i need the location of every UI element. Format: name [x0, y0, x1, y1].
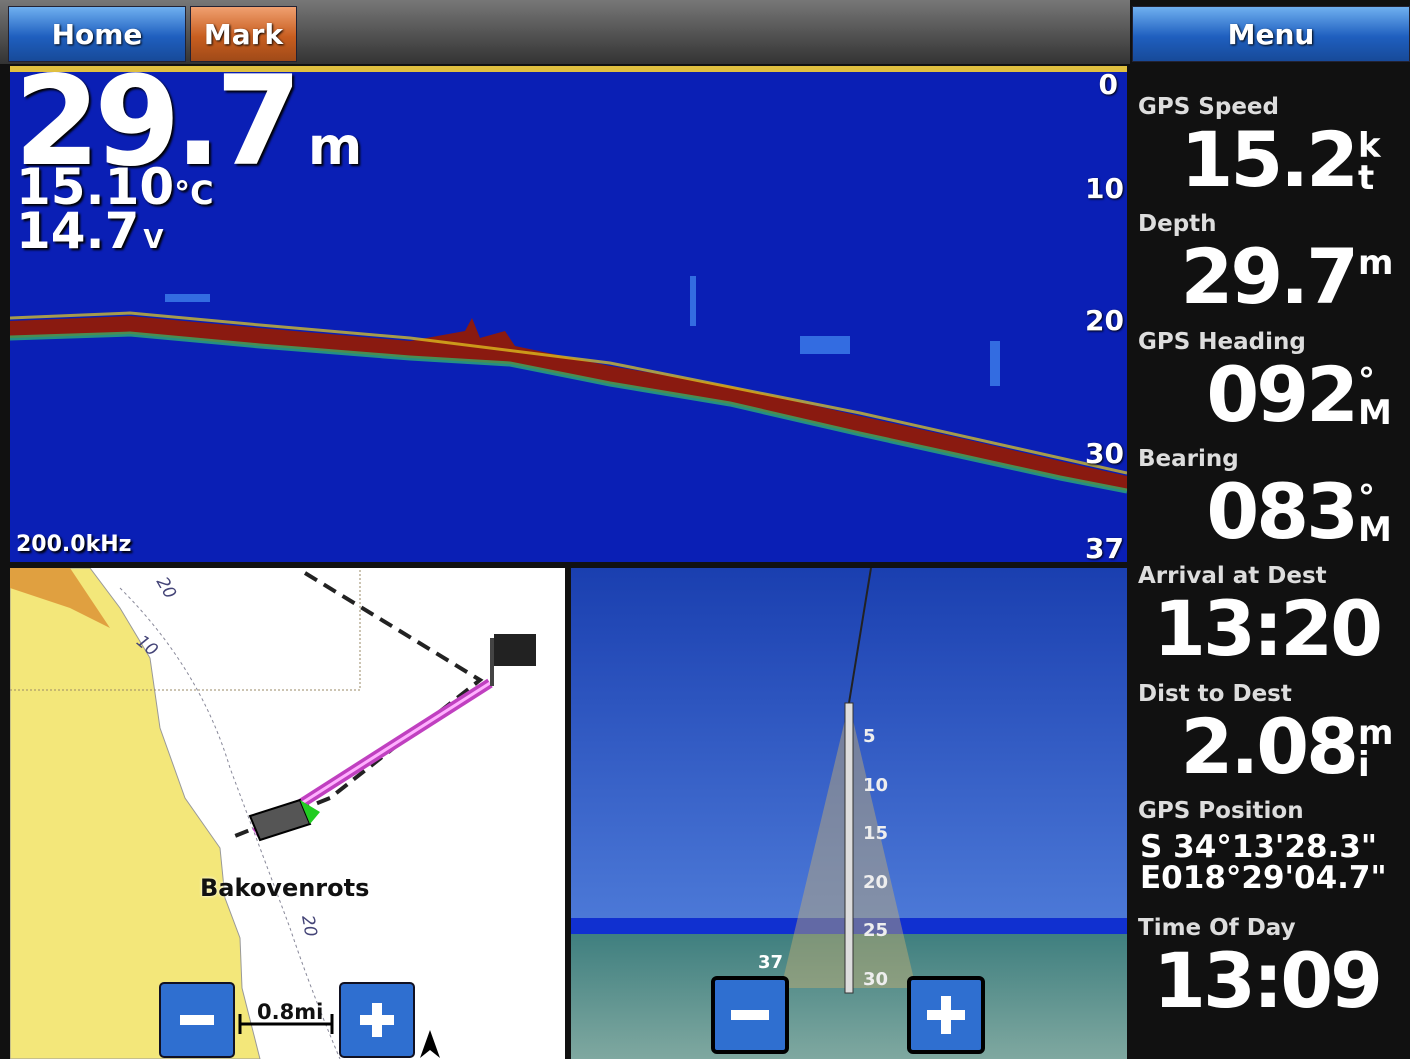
sonar-depth: 29.7 m [14, 60, 362, 184]
depth-value: 29.7 [14, 50, 302, 194]
field-value-box: 13:09 [1153, 936, 1383, 1026]
map-scale: 0.8mi [257, 1000, 324, 1024]
temp-unit: °C [174, 174, 214, 212]
field-label: GPS Position [1138, 797, 1304, 824]
field-value: 13:09 [1153, 936, 1383, 1026]
field-value: 092 [1206, 349, 1359, 439]
field-value-box: 083 °M [1206, 466, 1392, 556]
field-position: S 34°13'28.3" [1140, 828, 1378, 865]
field-value: 083 [1206, 466, 1359, 556]
field-value-box: 13:20 [1153, 584, 1383, 674]
field-value: 29.7 [1180, 232, 1359, 322]
sonar-scale-label: 10 [1085, 172, 1124, 205]
zoom-out-3d[interactable] [713, 978, 787, 1052]
sonar-voltage: 14.7 V [16, 206, 164, 256]
temp-value: 15.10 [16, 158, 175, 216]
field-label: Arrival at Dest [1138, 563, 1327, 590]
voltage-unit: V [143, 225, 164, 255]
field-value-box: 092 °M [1206, 349, 1392, 439]
field-unit: mi [1358, 712, 1394, 785]
sonar-scale-label: 37 [1085, 532, 1124, 565]
field-position: E018°29'04.7" [1140, 859, 1387, 896]
sonar-3d-scale-label: 20 [863, 871, 889, 893]
field-value-box: 2.08 mi [1180, 701, 1394, 791]
sonar-3d-scale-label: 10 [863, 774, 889, 796]
field-value: 13:20 [1153, 584, 1383, 674]
field-unit: °M [1358, 360, 1392, 433]
field-value: 15.2 [1180, 115, 1359, 204]
sonar-3d-view [571, 568, 1127, 1059]
voltage-value: 14.7 [16, 202, 140, 260]
top-bar [0, 0, 1130, 64]
sonar-3d-scale-label: 5 [863, 726, 876, 747]
field-value-box: 15.2 kt [1180, 122, 1380, 198]
field-value-box: 29.7 m [1180, 232, 1394, 322]
field-label: GPS Speed [1138, 94, 1279, 120]
sonar-3d-scale-label: 25 [863, 920, 889, 941]
field-unit: kt [1358, 126, 1381, 199]
home-button[interactable]: Home [8, 6, 186, 62]
sonar-frequency: 200.0kHz [16, 532, 132, 557]
depth-contour: 20 [297, 913, 321, 939]
sonar-view [10, 66, 1127, 562]
sonar-scale-label: 0 [1098, 68, 1118, 101]
sonar-scale-label: 20 [1085, 304, 1124, 337]
field-label: GPS Heading [1138, 328, 1306, 355]
sonar-3d-scale-label: 30 [863, 968, 889, 990]
field-label: Depth [1138, 211, 1217, 238]
mark-button[interactable]: Mark [190, 6, 297, 62]
field-label: Time Of Day [1138, 915, 1296, 942]
sonar-3d-depth: 37 [758, 952, 784, 973]
map-view [10, 568, 565, 1059]
zoom-out-map[interactable] [160, 983, 234, 1057]
field-unit: °M [1358, 477, 1392, 551]
depth-unit: m [307, 117, 363, 177]
north-label: N [437, 1040, 444, 1049]
map-place: Bakovenrots [200, 874, 370, 902]
sonar-temp: 15.10°C [16, 162, 214, 212]
menu-button[interactable]: Menu [1132, 6, 1410, 62]
zoom-in-3d[interactable] [909, 978, 983, 1052]
field-label: Bearing [1138, 445, 1239, 472]
field-label: Dist to Dest [1138, 680, 1292, 707]
sonar-3d-scale-label: 15 [863, 823, 889, 844]
field-unit: m [1358, 243, 1394, 284]
sonar-scale-label: 30 [1085, 437, 1124, 470]
zoom-in-map[interactable] [340, 983, 414, 1057]
field-value: 2.08 [1180, 701, 1359, 791]
